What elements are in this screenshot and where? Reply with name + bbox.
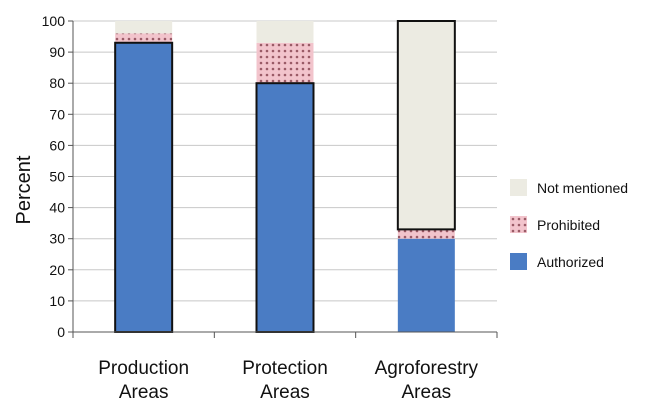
bar-segment-not-mentioned [115,21,173,34]
x-tick-label: Areas [260,382,310,402]
x-tick-label: Protection [242,358,328,379]
bar-segment-prohibited [397,229,455,239]
bar-outline [396,20,456,231]
y-tick-label: 20 [49,262,65,278]
legend-label: Not mentioned [537,180,628,196]
bar-segment-authorized [397,238,455,332]
legend-label: Authorized [537,254,604,270]
y-tick-label: 10 [49,293,65,309]
x-tick-label: Production [98,358,189,379]
y-tick-label: 0 [57,324,65,340]
legend: Not mentioned Prohibited Authorized [510,179,628,270]
y-tick-label: 100 [42,13,66,29]
y-tick-label: 70 [49,106,65,122]
bar-segment-authorized [256,83,314,332]
x-tick-label: Areas [119,382,169,402]
bar-segment-not-mentioned [256,21,314,43]
y-tick-label: 40 [49,200,65,216]
y-tick-label: 60 [49,137,65,153]
y-tick-label: 50 [49,169,65,185]
bar-segment-not-mentioned [397,21,455,230]
bar-segment-prohibited [256,42,314,84]
y-axis: 0 10 20 30 40 50 60 70 80 90 100 [42,13,74,340]
bar-segment-authorized [115,42,173,333]
bars [114,20,456,334]
legend-swatch [510,253,527,270]
x-tick-label: Agroforestry [375,358,479,379]
y-tick-label: 80 [49,75,65,91]
legend-swatch [510,179,527,196]
legend-label: Prohibited [537,217,600,233]
y-tick-label: 90 [49,44,65,60]
bar-segment-prohibited [115,33,173,43]
x-axis: Production Areas Protection Areas Agroforest… [72,331,498,402]
legend-swatch [510,216,527,233]
y-tick-label: 30 [49,231,65,247]
y-axis-label: Percent [13,155,35,224]
x-tick-label: Areas [402,382,452,402]
